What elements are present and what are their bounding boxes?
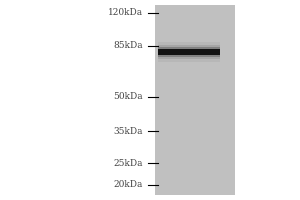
Bar (158, 45, 220, 49)
Text: 50kDa: 50kDa (113, 92, 143, 101)
Bar (158, 55, 220, 62)
Bar (158, 42, 220, 49)
Bar (155, 5, 235, 195)
Text: 20kDa: 20kDa (114, 180, 143, 189)
Bar (158, 47, 220, 49)
Bar (158, 49, 220, 55)
Text: 85kDa: 85kDa (113, 41, 143, 50)
Text: 25kDa: 25kDa (113, 159, 143, 168)
Bar (158, 55, 220, 57)
Bar (158, 55, 220, 59)
Text: 120kDa: 120kDa (108, 8, 143, 17)
Text: 35kDa: 35kDa (113, 127, 143, 136)
